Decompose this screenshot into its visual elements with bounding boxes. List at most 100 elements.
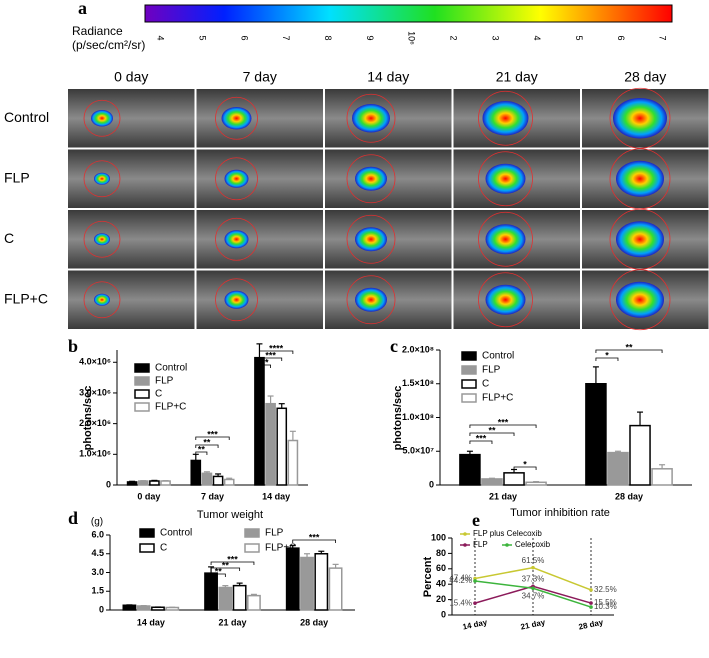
bar — [300, 556, 314, 611]
bar — [314, 553, 329, 611]
roi-circle — [215, 96, 258, 140]
significance-bracket — [195, 444, 219, 448]
bar — [165, 606, 180, 611]
significance-label: *** — [309, 532, 320, 542]
colorbar-tick-label: 7 — [658, 35, 668, 40]
roi-circle — [83, 160, 121, 198]
legend-marker — [505, 543, 509, 547]
colorbar-tick-label: 3 — [490, 35, 500, 40]
colorbar-tick-label: 5 — [574, 35, 584, 40]
mouse-image — [68, 270, 195, 329]
signal — [224, 169, 249, 188]
y-tick-label: 5.0×10⁷ — [403, 446, 435, 456]
signal — [94, 172, 110, 185]
x-tick-label: 28 day — [300, 617, 328, 627]
legend-swatch — [244, 528, 260, 538]
significance-label: * — [523, 459, 527, 469]
point — [589, 588, 593, 592]
signal — [616, 281, 664, 318]
bar — [212, 475, 224, 486]
value-label: 10.3% — [594, 602, 617, 611]
colorbar-tick-label: 5 — [197, 35, 207, 40]
significance-bracket — [595, 349, 663, 353]
y-tick-label: 0 — [441, 609, 446, 619]
legend-label: C — [482, 379, 489, 390]
legend-marker — [463, 532, 467, 536]
column-label: 21 day — [496, 69, 538, 85]
significance-bracket — [595, 357, 619, 361]
signal — [616, 160, 664, 197]
significance-bracket — [259, 364, 271, 368]
bar — [223, 478, 235, 486]
legend-label: C — [160, 543, 167, 554]
significance-label: *** — [227, 554, 238, 564]
mouse-image — [196, 89, 323, 148]
bar — [122, 604, 137, 611]
row-label: FLP+C — [4, 290, 48, 306]
panel-label: d — [68, 508, 78, 528]
y-tick-label: 4.0×10⁶ — [79, 357, 111, 367]
bar — [607, 451, 629, 486]
x-tick-label: 21 day — [520, 618, 547, 632]
legend-swatch — [461, 393, 477, 403]
bar — [285, 547, 300, 611]
legend-label: C — [155, 389, 162, 400]
y-axis-label: (g) — [91, 517, 103, 528]
bar — [287, 439, 299, 486]
y-tick-label: 3.0 — [91, 567, 104, 577]
x-tick-label: 7 day — [201, 491, 224, 501]
mouse-image — [325, 210, 452, 269]
bar — [328, 567, 343, 611]
panel-label: e — [472, 510, 480, 530]
colorbar-tick-label: 6 — [616, 35, 626, 40]
colorbar-tick-label: 4 — [532, 35, 542, 40]
colorbar-tick-label: 10⁶ — [407, 31, 417, 45]
bar — [160, 480, 171, 486]
colorbar-title: Radiance — [72, 24, 123, 38]
signal — [224, 230, 249, 249]
y-tick-label: 0 — [106, 479, 111, 489]
mouse-image — [68, 210, 195, 269]
bar — [503, 472, 525, 486]
x-tick-label: 28 day — [615, 491, 643, 501]
significance-bracket — [195, 451, 208, 455]
bar — [232, 584, 247, 611]
point — [473, 579, 477, 583]
point — [531, 565, 535, 570]
roi-circle — [215, 278, 258, 322]
y-axis-label: photons/sec — [392, 386, 404, 451]
significance-bracket — [469, 424, 537, 428]
mouse-image — [325, 270, 452, 329]
bar — [265, 402, 276, 486]
significance-bracket — [210, 573, 226, 577]
legend-swatch — [134, 363, 150, 373]
colorbar-tick-label: 8 — [323, 35, 333, 40]
signal — [355, 166, 387, 191]
roi-circle — [609, 148, 671, 210]
bar — [629, 424, 651, 486]
x-tick-label: 21 day — [218, 617, 246, 627]
significance-bracket — [292, 539, 337, 543]
point — [531, 586, 535, 591]
bar — [137, 480, 149, 486]
signal — [613, 98, 667, 139]
x-tick-label: 21 day — [489, 491, 517, 501]
bar — [247, 594, 261, 611]
legend-swatch — [134, 402, 150, 412]
significance-label: ** — [625, 342, 633, 352]
legend-swatch — [139, 528, 155, 538]
point — [589, 605, 593, 609]
legend-label: FLP — [473, 540, 488, 549]
signal — [485, 284, 526, 315]
panel-label: c — [390, 336, 398, 356]
significance-bracket — [469, 432, 515, 436]
panel-label: a — [78, 0, 87, 18]
value-label: 44.2% — [449, 576, 472, 585]
roi-circle — [346, 275, 396, 325]
bar — [481, 478, 503, 486]
y-tick-label: 1.0×10⁸ — [402, 412, 434, 422]
legend-swatch — [134, 376, 150, 386]
value-label: 61.5% — [522, 556, 545, 565]
legend-label: FLP — [265, 528, 284, 539]
